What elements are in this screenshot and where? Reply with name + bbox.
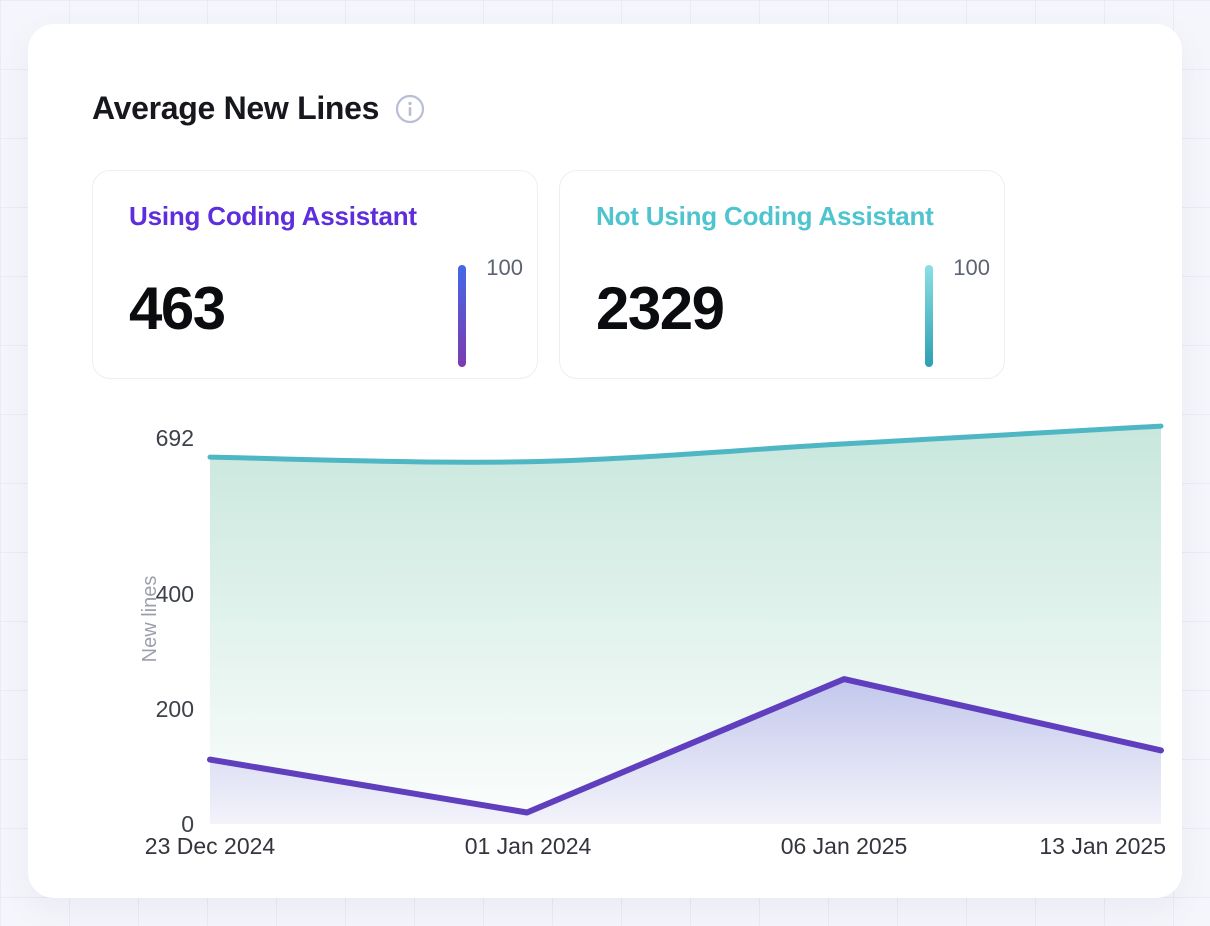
y-axis-tick: 200 xyxy=(156,696,194,722)
series-line-1[interactable] xyxy=(207,423,1164,465)
y-axis-title: New lines xyxy=(139,576,161,663)
stat-cards-row: Using Coding Assistant 463 100 Not Using… xyxy=(92,170,1005,379)
gauge-bar-not-using-assistant xyxy=(925,265,933,367)
info-icon[interactable] xyxy=(395,94,425,124)
y-axis-tick: 400 xyxy=(156,581,194,607)
x-axis-tick: 06 Jan 2025 xyxy=(781,833,908,859)
x-axis-tick: 13 Jan 2025 xyxy=(1039,833,1166,859)
area-chart[interactable]: 0 200 400 692 New lines 23 Dec 2024 01 J… xyxy=(128,414,1188,869)
stat-value-using-assistant: 463 xyxy=(129,275,226,342)
gauge-bar-using-assistant xyxy=(458,265,466,367)
stat-card-using-assistant: Using Coding Assistant 463 100 xyxy=(92,170,538,379)
stat-value-not-using-assistant: 2329 xyxy=(596,275,725,342)
average-new-lines-card: Average New Lines Using Coding Assistant… xyxy=(28,24,1182,898)
page-title: Average New Lines xyxy=(92,90,380,126)
series-line-0[interactable] xyxy=(207,676,1164,816)
stat-card-not-using-assistant: Not Using Coding Assistant 2329 100 xyxy=(559,170,1005,379)
x-axis-tick: 01 Jan 2024 xyxy=(465,833,592,859)
x-axis-tick: 23 Dec 2024 xyxy=(145,833,276,859)
series-area-0 xyxy=(210,679,1161,824)
stat-label-using-assistant: Using Coding Assistant xyxy=(129,201,417,231)
gauge-max-label: 100 xyxy=(486,255,523,280)
y-axis-tick: 692 xyxy=(156,425,194,451)
gauge-max-label: 100 xyxy=(953,255,990,280)
stat-label-not-using-assistant: Not Using Coding Assistant xyxy=(596,201,934,231)
chart-plot-area[interactable] xyxy=(207,423,1164,824)
card-header: Average New Lines xyxy=(92,90,425,127)
y-axis-tick: 0 xyxy=(181,811,194,837)
